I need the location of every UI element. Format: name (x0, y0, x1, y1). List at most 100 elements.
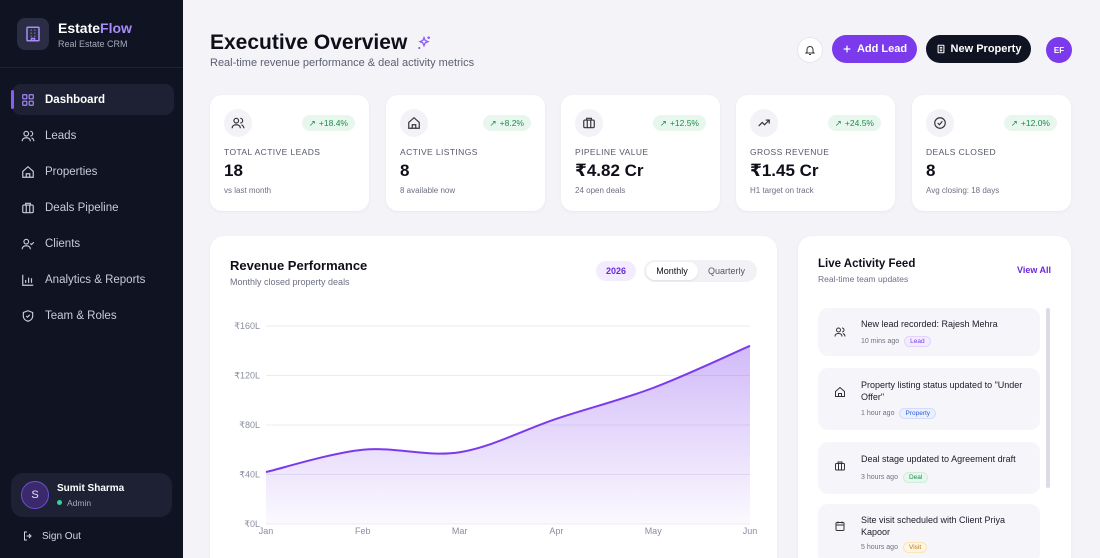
arrow-up-right-icon: ↗ (659, 117, 667, 128)
stat-card-pipeline-value: ↗ +12.5% PIPELINE VALUE ₹4.82 Cr 24 open … (561, 95, 720, 211)
user-check-icon (20, 236, 36, 252)
x-tick-label: May (645, 526, 663, 536)
stat-card-deals-closed: ↗ +12.0% DEALS CLOSED 8 Avg closing: 18 d… (912, 95, 1071, 211)
activity-meta: 1 hour ago Property (861, 408, 937, 419)
home-icon (832, 384, 848, 400)
change-badge: ↗ +24.5% (827, 115, 881, 131)
revenue-line (265, 344, 751, 473)
sidebar-item-label: Team & Roles (45, 309, 117, 322)
sidebar-nav: Dashboard Leads Properties Deals Pipelin… (11, 84, 174, 336)
stat-note: Avg closing: 18 days (926, 186, 1000, 195)
users-icon (20, 128, 36, 144)
brand-subtitle: Real Estate CRM (58, 38, 128, 49)
x-tick-label: Jan (259, 526, 274, 536)
stat-label: TOTAL ACTIVE LEADS (224, 147, 321, 157)
activity-item[interactable]: Property listing status updated to "Unde… (818, 368, 1040, 430)
brand[interactable]: EstateFlow Real Estate CRM (17, 18, 132, 50)
sign-out-button[interactable]: Sign Out (22, 530, 81, 542)
plus-icon (842, 44, 852, 54)
briefcase-icon (575, 109, 603, 137)
sidebar-item-label: Properties (45, 165, 98, 178)
tag-property: Property (899, 408, 937, 419)
bell-icon (804, 44, 816, 56)
building-icon (936, 44, 946, 54)
add-lead-label: Add Lead (856, 43, 908, 55)
page-title: Executive Overview (210, 31, 432, 55)
x-tick-label: Apr (549, 526, 563, 536)
sidebar: EstateFlow Real Estate CRM Dashboard Lea… (0, 0, 183, 558)
year-selector[interactable]: 2026 (596, 261, 636, 281)
scrollbar[interactable] (1046, 308, 1050, 488)
card-subtitle: Real-time team updates (818, 274, 909, 284)
activity-time: 1 hour ago (861, 410, 895, 417)
sidebar-item-properties[interactable]: Properties (12, 156, 174, 187)
online-status-dot (57, 500, 62, 505)
briefcase-icon (20, 200, 36, 216)
user-profile-card[interactable]: S Sumit Sharma Admin (11, 473, 172, 517)
sidebar-item-analytics[interactable]: Analytics & Reports (12, 264, 174, 295)
change-badge: ↗ +8.2% (482, 115, 531, 131)
stat-note: H1 target on track (750, 186, 814, 195)
bar-chart-icon (20, 272, 36, 288)
activity-item[interactable]: New lead recorded: Rajesh Mehra 10 mins … (818, 308, 1040, 356)
revenue-area-fill (266, 345, 750, 524)
new-property-label: New Property (950, 43, 1022, 55)
arrow-up-right-icon: ↗ (834, 117, 842, 128)
activity-time: 3 hours ago (861, 474, 898, 481)
add-lead-button[interactable]: Add Lead (832, 35, 917, 63)
sidebar-item-leads[interactable]: Leads (12, 120, 174, 151)
revenue-performance-card: Revenue Performance Monthly closed prope… (210, 236, 777, 558)
arrow-up-right-icon: ↗ (1010, 117, 1018, 128)
y-tick-label: ₹120L (234, 371, 260, 381)
new-property-button[interactable]: New Property (926, 35, 1031, 63)
notifications-button[interactable] (797, 37, 823, 63)
period-toggle: Monthly Quarterly (644, 260, 757, 282)
tag-lead: Lead (904, 336, 931, 347)
sidebar-item-label: Dashboard (45, 93, 106, 106)
activity-meta: 5 hours ago Visit (861, 542, 928, 553)
page-subtitle: Real-time revenue performance & deal act… (210, 57, 475, 69)
stat-label: ACTIVE LISTINGS (400, 147, 478, 157)
arrow-up-right-icon: ↗ (489, 117, 497, 128)
change-badge: ↗ +12.0% (1003, 115, 1057, 131)
sidebar-item-deals-pipeline[interactable]: Deals Pipeline (12, 192, 174, 223)
sidebar-item-label: Analytics & Reports (45, 273, 146, 286)
activity-text: Deal stage updated to Agreement draft (861, 454, 1016, 464)
avatar[interactable]: EF (1046, 37, 1072, 63)
building-icon (17, 18, 49, 50)
avatar: S (21, 481, 49, 509)
stat-note: 24 open deals (575, 186, 626, 195)
brand-name: EstateFlow (58, 19, 132, 36)
toggle-quarterly[interactable]: Quarterly (707, 266, 745, 276)
shield-icon (20, 308, 36, 324)
check-circle-icon (926, 109, 954, 137)
activity-item[interactable]: Site visit scheduled with Client Priya K… (818, 504, 1040, 558)
arrow-up-right-icon: ↗ (308, 117, 316, 128)
stat-value: ₹4.82 Cr (575, 161, 644, 180)
stat-value: ₹1.45 Cr (750, 161, 819, 180)
stat-value: 8 (926, 161, 936, 180)
stat-card-gross-revenue: ↗ +24.5% GROSS REVENUE ₹1.45 Cr H1 target… (736, 95, 895, 211)
activity-time: 5 hours ago (861, 544, 898, 551)
sign-out-label: Sign Out (42, 530, 81, 542)
x-tick-label: Mar (452, 526, 468, 536)
card-title: Revenue Performance (230, 258, 368, 273)
activity-item[interactable]: Deal stage updated to Agreement draft 3 … (818, 442, 1040, 494)
toggle-monthly[interactable]: Monthly (646, 262, 698, 280)
tag-visit: Visit (902, 542, 928, 553)
view-all-link[interactable]: View All (1016, 265, 1051, 275)
stat-card-active-listings: ↗ +8.2% ACTIVE LISTINGS 8 8 available now (386, 95, 545, 211)
users-icon (832, 324, 848, 340)
activity-feed-card: Live Activity Feed Real-time team update… (798, 236, 1071, 558)
stat-label: PIPELINE VALUE (575, 147, 649, 157)
x-tick-label: Jun (743, 526, 758, 536)
user-role: Admin (57, 498, 124, 508)
sidebar-item-team-roles[interactable]: Team & Roles (12, 300, 174, 331)
activity-text: Property listing status updated to "Unde… (861, 380, 1023, 402)
activity-time: 10 mins ago (861, 338, 900, 345)
stat-note: 8 available now (400, 186, 456, 195)
user-name: Sumit Sharma (57, 482, 125, 494)
sidebar-item-dashboard[interactable]: Dashboard (11, 84, 174, 115)
sidebar-item-clients[interactable]: Clients (12, 228, 174, 259)
users-icon (224, 109, 252, 137)
